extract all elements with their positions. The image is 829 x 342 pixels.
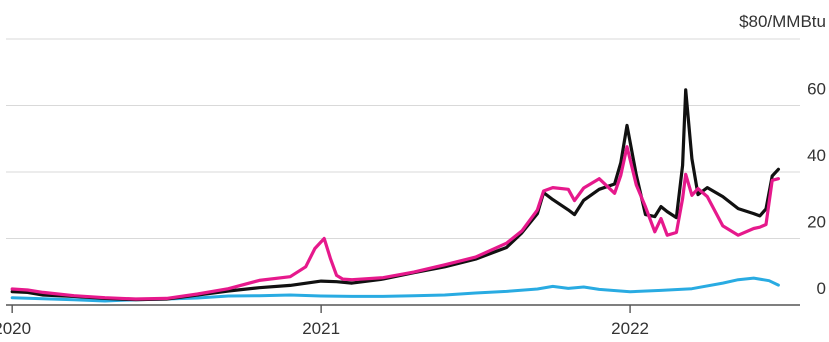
y-tick-label: 60 xyxy=(807,80,826,99)
series-layer xyxy=(10,88,781,303)
y-axis-unit-label: $80/MMBtu xyxy=(739,12,826,31)
x-tick-label: 2021 xyxy=(302,319,340,338)
x-tick-label: 2022 xyxy=(611,319,649,338)
y-tick-label: 40 xyxy=(807,146,826,165)
grid-lines xyxy=(6,38,800,239)
series-line-2 xyxy=(10,145,781,301)
y-tick-label: 0 xyxy=(817,279,826,298)
series-line-1 xyxy=(10,88,781,302)
y-tick-label: 20 xyxy=(807,213,826,232)
axes xyxy=(6,304,800,313)
